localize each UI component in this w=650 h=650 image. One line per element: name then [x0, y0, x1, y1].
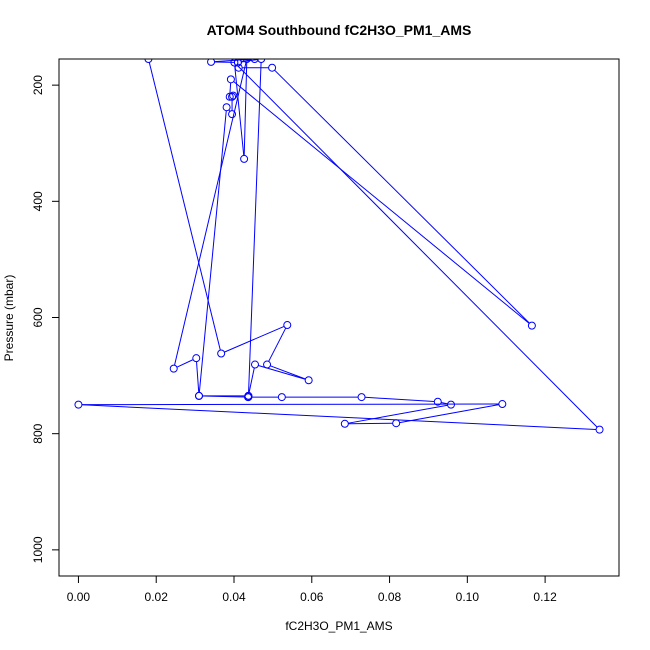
- data-point: [234, 63, 243, 72]
- x-axis-label: fC2H3O_PM1_AMS: [285, 619, 392, 633]
- data-point: [268, 63, 277, 72]
- y-axis-label: Pressure (mbar): [2, 275, 16, 362]
- series-segment: [214, 59, 252, 63]
- series-segment: [248, 62, 262, 394]
- series-segment: [248, 367, 255, 393]
- x-tick-label: 0.08: [378, 590, 402, 604]
- series-group: [74, 59, 604, 434]
- series-segment: [233, 81, 530, 324]
- data-point: [283, 321, 292, 330]
- series-segment: [196, 361, 200, 393]
- series-segment: [243, 62, 248, 156]
- data-point: [257, 59, 266, 63]
- series-segment: [348, 422, 393, 425]
- data-point: [74, 400, 83, 409]
- data-point: [144, 59, 153, 63]
- x-tick-label: 0.02: [145, 590, 169, 604]
- plot-area: [74, 59, 604, 434]
- series-segment: [399, 404, 499, 424]
- x-tick-label: 0.12: [533, 590, 557, 604]
- data-point: [357, 393, 366, 402]
- data-point: [340, 419, 349, 428]
- y-tick-label: 1000: [31, 536, 45, 563]
- data-point: [195, 391, 203, 400]
- data-point: [242, 59, 251, 63]
- series-segment: [270, 365, 306, 380]
- data-point: [433, 397, 442, 406]
- series-segment: [268, 327, 287, 362]
- data-point: [169, 364, 178, 373]
- plot-frame: [58, 58, 620, 577]
- x-tick-label: 0.00: [67, 590, 91, 604]
- data-point: [192, 354, 201, 363]
- data-point: [251, 360, 259, 369]
- y-axis: 200 400 600 800 1000: [31, 75, 59, 563]
- data-point: [304, 376, 313, 385]
- data-point: [277, 393, 286, 402]
- data-point: [244, 391, 253, 400]
- data-point: [595, 425, 604, 434]
- data-point: [263, 360, 272, 369]
- data-point: [222, 103, 231, 112]
- series-segment: [176, 359, 194, 368]
- y-tick-label: 400: [31, 191, 45, 211]
- data-point: [228, 110, 237, 119]
- data-point: [228, 92, 237, 101]
- series-segment: [236, 64, 598, 428]
- series-segment: [198, 110, 227, 393]
- x-tick-label: 0.10: [456, 590, 480, 604]
- data-point: [240, 154, 249, 163]
- series-segment: [348, 404, 448, 424]
- data-point: [217, 349, 226, 358]
- data-point: [392, 419, 401, 428]
- chart-title: ATOM4 Southbound fC2H3O_PM1_AMS: [207, 22, 472, 38]
- x-tick-label: 0.04: [222, 590, 246, 604]
- series-segment: [81, 404, 597, 430]
- data-point: [447, 400, 455, 409]
- data-point: [230, 59, 239, 67]
- data-point: [207, 59, 216, 66]
- data-point: [527, 321, 536, 330]
- x-axis: 0.00 0.02 0.04 0.06 0.08 0.10 0.12: [67, 576, 557, 604]
- series-segment: [234, 65, 245, 156]
- series-segment: [241, 59, 252, 63]
- series-segment: [81, 403, 499, 406]
- series-segment: [224, 325, 285, 353]
- series-segment: [148, 62, 221, 351]
- series-segment: [441, 401, 448, 405]
- x-tick-label: 0.06: [300, 590, 324, 604]
- series-segment: [174, 62, 247, 366]
- data-point: [225, 92, 234, 101]
- data-point: [233, 59, 242, 67]
- data-point: [229, 91, 238, 100]
- data-point: [250, 59, 259, 63]
- y-tick-label: 200: [31, 75, 45, 95]
- series-segment: [229, 82, 232, 94]
- series-segment: [274, 69, 530, 324]
- data-point: [226, 75, 235, 84]
- y-tick-label: 600: [31, 307, 45, 327]
- data-point: [498, 400, 507, 409]
- y-tick-label: 800: [31, 423, 45, 443]
- series-segment: [365, 396, 435, 403]
